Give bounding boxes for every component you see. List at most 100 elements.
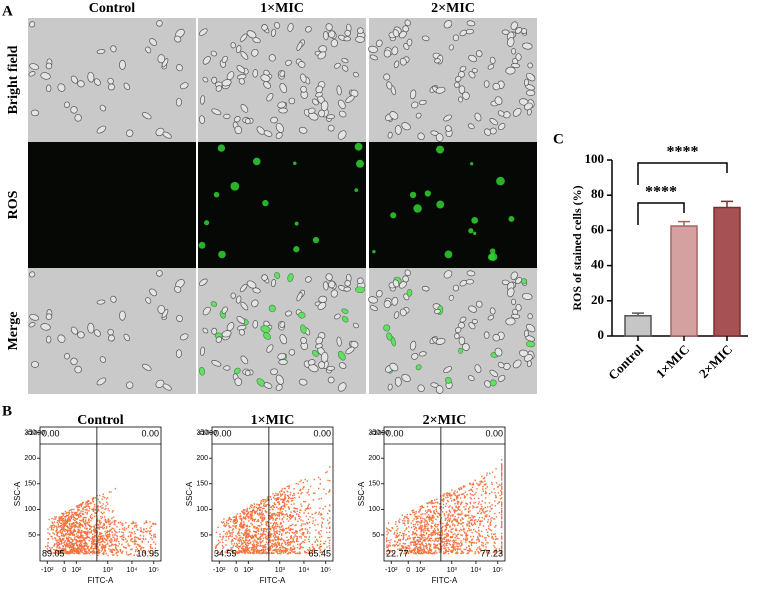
cell (505, 66, 516, 75)
fluorescent-cell (293, 246, 300, 253)
cell (162, 383, 172, 391)
fluorescent-cell (199, 367, 205, 376)
row-header: Merge (6, 312, 21, 351)
fluorescent-cell (203, 220, 210, 226)
quadrant-value: 0.00 (485, 428, 503, 438)
y-tick-label: 100 (24, 506, 36, 513)
cell (394, 125, 402, 135)
x-tick-label: 2×MIC (696, 342, 735, 381)
cell (492, 82, 501, 91)
fluorescent-cell (386, 332, 392, 341)
cell (512, 359, 522, 369)
cell (221, 306, 228, 314)
cell (156, 270, 163, 277)
cell (244, 118, 251, 125)
cell (510, 271, 518, 280)
x-tick-label: -10² (213, 567, 226, 574)
cell (296, 41, 303, 51)
cell (142, 363, 152, 371)
cell (29, 313, 40, 321)
cell (386, 81, 393, 90)
cell (74, 114, 82, 122)
cell (392, 29, 400, 38)
fluorescent-cell (341, 308, 349, 314)
cell (251, 299, 259, 308)
y-unit: x1000 (198, 430, 217, 437)
fluorescent-cell (372, 249, 376, 254)
cells (198, 272, 366, 392)
cell (96, 49, 106, 55)
cell (487, 64, 495, 70)
cell (507, 37, 515, 47)
cell (199, 115, 206, 124)
cell (383, 73, 391, 81)
cell (87, 71, 95, 83)
cell (443, 270, 453, 279)
cell (325, 23, 333, 31)
event-cloud (45, 487, 157, 557)
cell (492, 333, 501, 342)
plot-frame (39, 426, 162, 562)
plot-frame (211, 426, 334, 562)
cell (418, 99, 427, 106)
fluorescent-cell (409, 191, 417, 199)
cell (526, 360, 532, 368)
cell (515, 303, 522, 312)
cell (328, 30, 336, 39)
cell (230, 42, 236, 49)
fluorescent-cell (342, 316, 349, 323)
cell (223, 113, 231, 119)
cell (155, 379, 165, 389)
cells (28, 20, 189, 139)
cell (157, 54, 166, 64)
cell (77, 80, 85, 88)
cell (483, 331, 490, 339)
cell (511, 298, 517, 305)
cell (268, 54, 276, 62)
fluorescent-cell (355, 286, 365, 293)
cell (452, 284, 459, 292)
cell (274, 22, 281, 29)
quadrant-value: 0.00 (214, 428, 232, 438)
cell (468, 305, 477, 313)
cell (210, 50, 217, 57)
cell (459, 279, 468, 287)
x-tick-label: -10² (41, 567, 54, 574)
cell (402, 275, 409, 283)
cell (235, 295, 242, 304)
cell (467, 123, 475, 130)
cell (387, 131, 393, 139)
cell (275, 384, 283, 391)
cell (246, 280, 257, 289)
cell (96, 299, 106, 305)
quadrant-value: 0.00 (141, 428, 159, 438)
cell (489, 307, 496, 315)
cell (275, 122, 284, 133)
cell (57, 334, 66, 343)
cell (409, 340, 417, 351)
cell (404, 269, 411, 277)
x-tick-label: 10⁵ (492, 567, 503, 574)
cell (29, 21, 36, 28)
cell (417, 132, 425, 141)
cell (198, 278, 208, 287)
fluorescent-cell (293, 161, 297, 166)
cell (357, 277, 364, 285)
fluorescent-cell (198, 241, 206, 249)
cell (270, 279, 277, 288)
fluorescent-cell (445, 377, 452, 384)
fluorescent-cell (413, 204, 422, 213)
cell (285, 59, 292, 66)
cell (527, 313, 533, 320)
fluorescent-cell (263, 332, 271, 340)
cell (199, 95, 206, 105)
cell (96, 125, 107, 134)
x-tick-label: 10⁴ (471, 567, 482, 574)
quadrant-value: 89.05 (42, 548, 65, 558)
cell (70, 357, 78, 366)
cell (418, 351, 427, 357)
cell (176, 314, 183, 322)
micrograph (369, 142, 537, 268)
cell (157, 304, 166, 314)
cell (93, 78, 101, 86)
